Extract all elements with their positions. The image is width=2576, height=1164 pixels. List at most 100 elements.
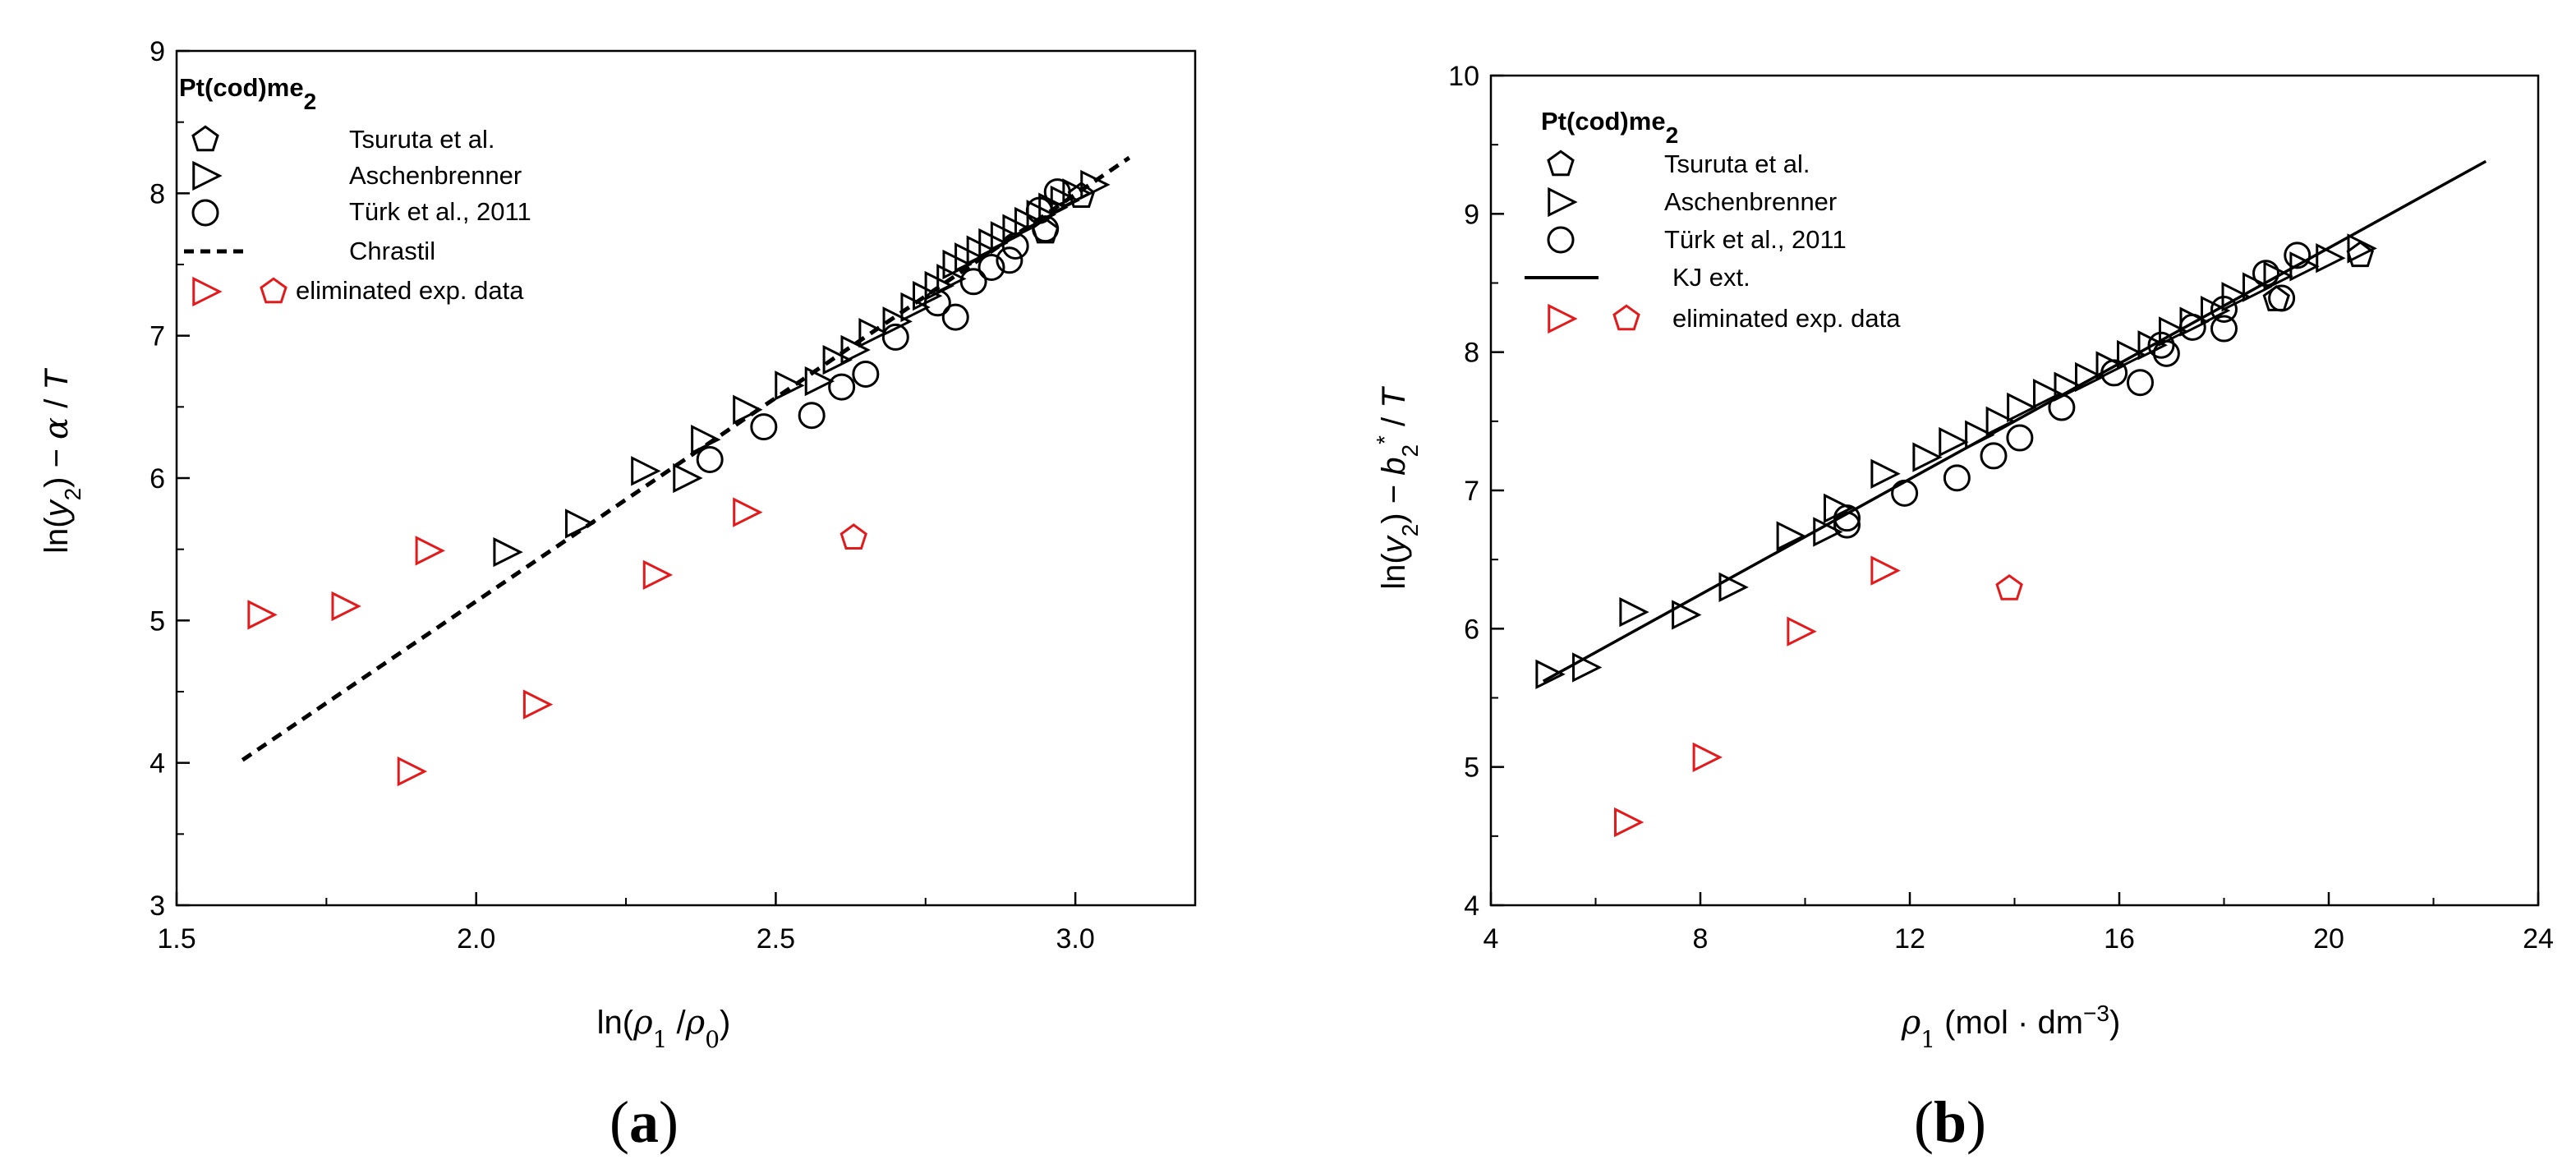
data-point-triangle-right (1062, 178, 1092, 209)
data-point-triangle-right (804, 366, 835, 397)
eliminated-data-point-triangle-right (247, 600, 278, 630)
legend-marker-pentagon-a (191, 125, 219, 152)
x-tick-label: 8 (1693, 923, 1709, 955)
legend-marker-eliminated-triangle-a (192, 276, 223, 307)
eliminated-data-point-triangle-right (1692, 742, 1723, 773)
data-point-circle (1001, 232, 1029, 260)
eliminated-data-point-pentagon (840, 523, 867, 550)
y-tick-label: 4 (1464, 890, 1479, 922)
data-point-circle (881, 323, 909, 351)
data-point-circle (1032, 215, 1060, 243)
x-tick-label: 24 (2523, 923, 2554, 955)
x-axis-label-b: ρ1 (mol · dm−3) (1901, 1001, 2121, 1053)
data-point-circle (798, 402, 826, 430)
data-point-triangle-right (822, 344, 853, 375)
x-tick-label: 20 (2313, 923, 2344, 955)
data-point-triangle-right (1985, 406, 2016, 437)
legend-label-eliminated-a: eliminated exp. data (296, 276, 524, 305)
y-tick-label: 9 (150, 36, 165, 67)
data-point-triangle-right (1824, 493, 1854, 524)
panel-letter-a: a (629, 1089, 659, 1155)
legend-label-aschenbrenner-a: Aschenbrenner (349, 161, 522, 190)
legend-marker-circle-b (1547, 226, 1575, 254)
legend-symbol-pentagon (1547, 150, 1575, 177)
eliminated-data-point-triangle-right (397, 756, 428, 787)
y-tick-label: 9 (1464, 199, 1479, 230)
x-tick-label: 12 (1894, 923, 1925, 955)
y-tick-label: 8 (150, 178, 165, 209)
legend-marker-circle-a (191, 199, 219, 227)
data-point-triangle-right (775, 370, 805, 401)
data-point-circle (2006, 424, 2034, 452)
data-point-triangle-right (1813, 517, 1843, 547)
data-point-circle (852, 360, 880, 388)
legend-label-turk-b: Türk et al., 2011 (1664, 225, 1847, 254)
legend-b: Pt(cod)me2 Tsuruta et al. Aschenbrenner … (1525, 107, 1901, 334)
y-tick-label: 3 (150, 890, 165, 922)
data-point-circle (1891, 479, 1919, 507)
panel-label-a: (a) (610, 1089, 678, 1155)
data-point-triangle-right (2075, 361, 2105, 393)
data-point-circle (2147, 331, 2175, 359)
data-point-triangle-right (2033, 378, 2063, 409)
data-point-triangle-right (1535, 659, 1566, 690)
y-tick-labels-a: 3 4 5 6 7 8 9 (150, 36, 165, 922)
data-point-triangle-right (631, 456, 661, 486)
legend-symbol-circle (1547, 226, 1575, 254)
data-point-triangle-right (2095, 351, 2126, 381)
data-point-circle (996, 246, 1024, 274)
y-axis-label-b: ln(y2) − b2* / T (1372, 386, 1423, 590)
legend-marker-eliminated-pentagon-a (260, 277, 288, 304)
legend-label-tsuruta-b: Tsuruta et al. (1664, 150, 1810, 178)
legend-symbol-pentagon (1612, 304, 1640, 331)
legend-symbol-triangle-right (1548, 186, 1578, 218)
data-point-circle (1043, 178, 1071, 206)
data-point-circle (2210, 295, 2238, 323)
y-tick-label: 6 (1464, 614, 1479, 645)
legend-label-eliminated-b: eliminated exp. data (1672, 304, 1901, 333)
data-point-triangle-right (673, 462, 703, 494)
x-tick-label: 2.5 (757, 923, 795, 955)
data-points-b (1535, 233, 2377, 838)
y-tick-label: 7 (150, 321, 165, 352)
data-point-circle (2048, 393, 2076, 421)
data-point-triangle-right (1870, 458, 1901, 489)
data-point-circle (2152, 339, 2180, 367)
data-point-triangle-right (1939, 426, 1969, 458)
data-point-triangle-right (2117, 339, 2147, 370)
data-point-circle (978, 253, 1005, 281)
legend-label-kj-ext-b: KJ ext. (1672, 263, 1750, 292)
legend-marker-pentagon-b (1547, 150, 1575, 177)
y-tick-label: 5 (1464, 752, 1479, 784)
legend-symbol-triangle-right (1548, 303, 1578, 334)
data-point-triangle-right (2159, 316, 2189, 347)
data-point-triangle-right (1080, 169, 1111, 200)
data-point-triangle-right (1965, 420, 1995, 450)
data-point-circle (2268, 284, 2296, 312)
y-tick-label: 10 (1448, 61, 1479, 92)
legend-label-aschenbrenner-b: Aschenbrenner (1664, 187, 1837, 216)
x-tick-label: 1.5 (157, 923, 196, 955)
y-tick-label: 8 (1464, 338, 1479, 369)
plot-frame-b (1489, 74, 2540, 907)
x-tick-label: 16 (2104, 923, 2135, 955)
data-point-triangle-right (936, 264, 967, 294)
legend-a: Pt(cod)me2 Tsuruta et al. Aschenbrenner … (179, 73, 531, 307)
eliminated-data-point-triangle-right (642, 559, 674, 591)
eliminated-data-point-triangle-right (1787, 616, 1817, 646)
y-tick-labels-b: 4 5 6 7 8 9 10 (1448, 61, 1479, 922)
data-point-triangle-right (2347, 233, 2377, 264)
legend-symbol-triangle-right (192, 276, 223, 307)
data-point-circle (2178, 313, 2206, 341)
data-point-triangle-right (1672, 600, 1702, 630)
data-point-triangle-right (882, 306, 913, 337)
data-point-triangle-right (493, 536, 523, 568)
y-tick-label: 5 (150, 605, 165, 637)
legend-symbol-pentagon (191, 125, 219, 152)
legend-label-tsuruta-a: Tsuruta et al. (349, 125, 494, 154)
data-point-circle (2210, 315, 2238, 343)
y-tick-label: 4 (150, 748, 165, 780)
data-point-triangle-right (858, 318, 889, 348)
eliminated-data-point-triangle-right (1870, 555, 1901, 586)
